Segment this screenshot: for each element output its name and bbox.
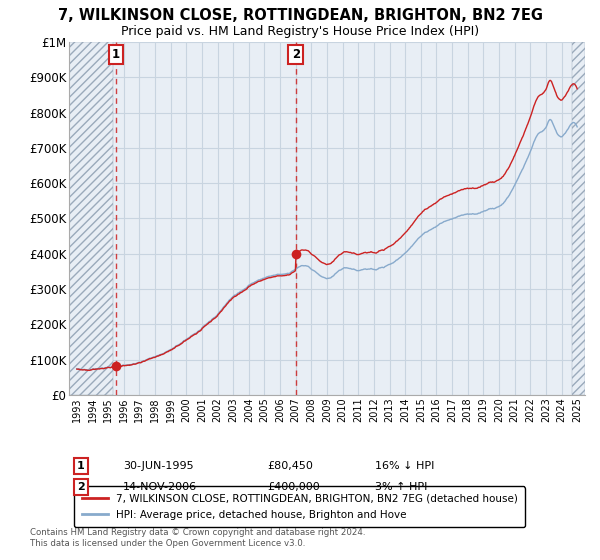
Text: £400,000: £400,000 bbox=[267, 482, 320, 492]
Text: 2: 2 bbox=[77, 482, 85, 492]
Bar bbox=[69, 42, 113, 395]
Text: £80,450: £80,450 bbox=[267, 461, 313, 471]
Text: 16% ↓ HPI: 16% ↓ HPI bbox=[375, 461, 434, 471]
Text: Contains HM Land Registry data © Crown copyright and database right 2024.
This d: Contains HM Land Registry data © Crown c… bbox=[30, 528, 365, 548]
Bar bbox=[572, 42, 585, 395]
Text: 1: 1 bbox=[77, 461, 85, 471]
Text: 2: 2 bbox=[292, 48, 300, 61]
Text: Price paid vs. HM Land Registry's House Price Index (HPI): Price paid vs. HM Land Registry's House … bbox=[121, 25, 479, 38]
Text: 3% ↑ HPI: 3% ↑ HPI bbox=[375, 482, 427, 492]
Text: 7, WILKINSON CLOSE, ROTTINGDEAN, BRIGHTON, BN2 7EG: 7, WILKINSON CLOSE, ROTTINGDEAN, BRIGHTO… bbox=[58, 8, 542, 24]
Text: 1: 1 bbox=[112, 48, 120, 61]
Text: 30-JUN-1995: 30-JUN-1995 bbox=[123, 461, 194, 471]
Text: 14-NOV-2006: 14-NOV-2006 bbox=[123, 482, 197, 492]
Legend: 7, WILKINSON CLOSE, ROTTINGDEAN, BRIGHTON, BN2 7EG (detached house), HPI: Averag: 7, WILKINSON CLOSE, ROTTINGDEAN, BRIGHTO… bbox=[74, 487, 525, 528]
